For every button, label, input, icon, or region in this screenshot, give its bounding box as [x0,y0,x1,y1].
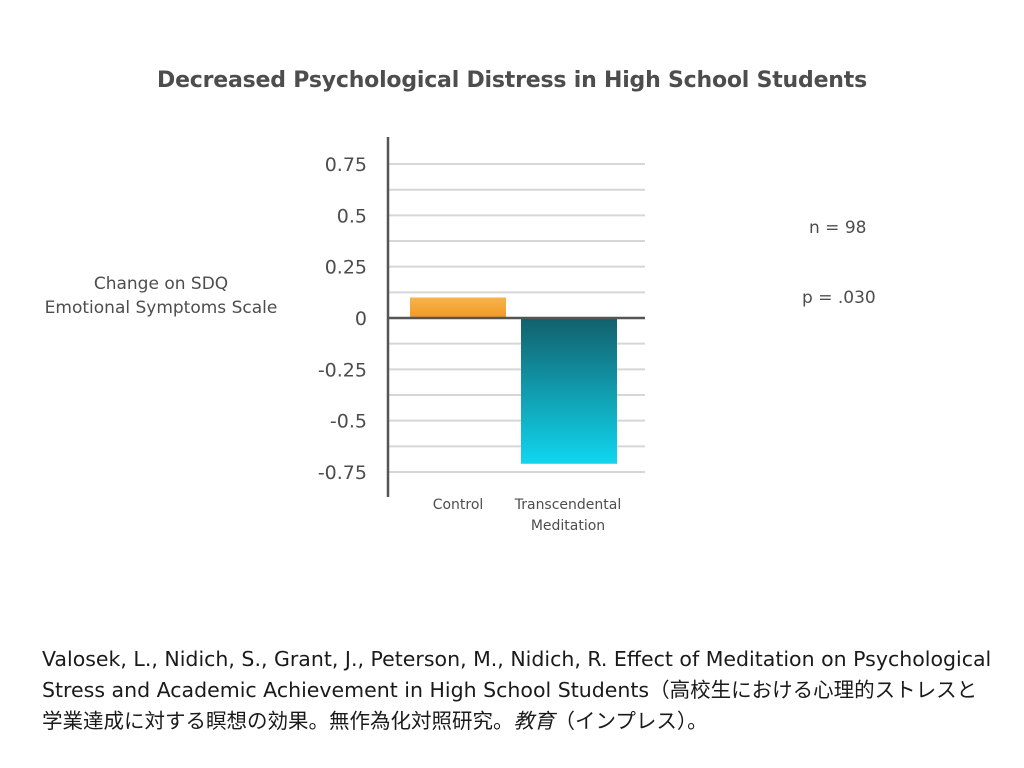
y-tick-label: -0.5 [330,411,367,433]
x-category-label: Control [433,497,484,513]
y-tick-label: -0.75 [318,462,367,484]
citation-main: Valosek, L., Nidich, S., Grant, J., Pete… [42,647,992,733]
y-tick-label: 0.5 [337,205,367,227]
y-tick-labels: 0.75 0.5 0.25 0 -0.25 -0.5 -0.75 [318,154,367,484]
citation: Valosek, L., Nidich, S., Grant, J., Pete… [42,644,992,737]
x-category-label: Meditation [531,518,605,534]
sample-size-annotation: n = 98 [809,218,867,238]
y-tick-label: 0.25 [325,257,367,279]
citation-journal: 教育 [513,709,555,733]
bar-chart: 0.75 0.5 0.25 0 -0.25 -0.5 -0.75 Control Transc… [318,137,645,534]
p-value-annotation: p = .030 [802,288,876,308]
bars [410,297,617,464]
y-tick-label: -0.25 [318,359,367,381]
y-axis-label-line-2: Emotional Symptoms Scale [44,298,278,318]
y-tick-label: 0.75 [325,154,367,176]
y-tick-label: 0 [355,308,367,330]
y-axis-label-line-1: Change on SDQ [93,274,229,294]
x-category-label: Transcendental [514,497,622,513]
axes [386,137,645,497]
chart-title: Decreased Psychological Distress in High… [157,68,867,93]
bar-control [410,297,506,318]
citation-tail: （インプレス）。 [554,709,708,733]
x-category-labels: Control Transcendental Meditation [433,497,622,534]
bar-transcendental-meditation [521,318,617,464]
y-axis-label: Change on SDQ Emotional Symptoms Scale [30,272,292,320]
